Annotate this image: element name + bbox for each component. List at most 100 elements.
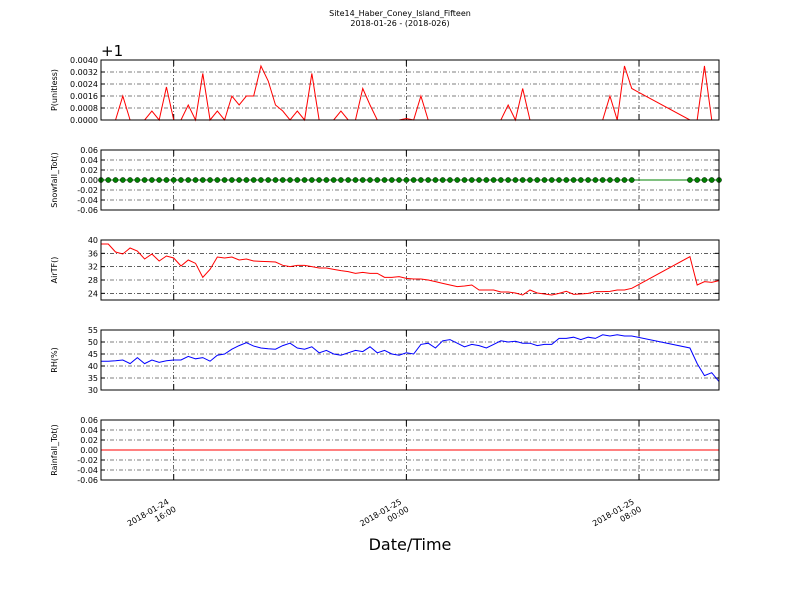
data-point xyxy=(367,177,373,183)
y-tick-label: 50 xyxy=(88,338,98,347)
y-tick-label: 0.00 xyxy=(80,176,98,185)
data-point xyxy=(614,177,621,183)
data-point xyxy=(134,177,141,183)
y-tick-label: 40 xyxy=(88,362,98,371)
y-tick-label: 32 xyxy=(88,263,98,272)
data-point xyxy=(556,177,562,183)
y-tick-label: -0.02 xyxy=(77,456,98,465)
data-point xyxy=(272,177,279,183)
data-point xyxy=(483,177,490,183)
data-point xyxy=(403,177,410,183)
data-point xyxy=(207,177,213,183)
y-tick-label: 0.0032 xyxy=(70,68,98,77)
data-point xyxy=(323,177,330,183)
axes-frame xyxy=(100,329,720,391)
chart-subtitle: 2018-01-26 - (2018-026) xyxy=(350,19,449,28)
data-point xyxy=(389,177,395,183)
y-tick-label: 0.00 xyxy=(80,446,98,455)
data-point xyxy=(570,177,577,183)
y-tick-label: 0.06 xyxy=(80,416,98,425)
data-point xyxy=(279,177,286,183)
data-point xyxy=(141,177,148,183)
y-tick-label: 45 xyxy=(88,350,98,359)
data-point xyxy=(599,177,606,183)
data-point xyxy=(708,177,715,183)
data-point xyxy=(250,177,257,183)
data-point xyxy=(687,177,693,183)
data-point xyxy=(359,177,366,183)
data-point xyxy=(541,177,548,183)
data-point xyxy=(468,177,475,183)
y-tick-label: 24 xyxy=(88,289,98,298)
data-point xyxy=(294,177,301,183)
data-point xyxy=(170,177,177,183)
data-point xyxy=(498,177,504,183)
y-tick-label: 40 xyxy=(88,236,98,245)
data-line xyxy=(101,334,720,382)
y-tick-label: 0.04 xyxy=(80,156,98,165)
data-point xyxy=(185,177,192,183)
y-tick-label: -0.04 xyxy=(77,196,98,205)
y-tick-label: -0.02 xyxy=(77,186,98,195)
y-axis-label: Rainfall_Tot() xyxy=(50,424,59,476)
y-axis-label: Snowfall_Tot() xyxy=(50,152,59,208)
data-point xyxy=(701,177,708,183)
data-point xyxy=(330,177,337,183)
data-point xyxy=(345,177,352,183)
data-point xyxy=(381,177,388,183)
data-point xyxy=(156,177,162,183)
y-tick-label: 0.0040 xyxy=(70,56,98,65)
y-tick-label: 55 xyxy=(88,326,98,335)
chart-title: Site14_Haber_Coney_Island_Fifteen xyxy=(329,9,471,18)
data-point xyxy=(439,177,446,183)
y-tick-label: 28 xyxy=(88,276,98,285)
data-point xyxy=(301,177,308,183)
axes-frame xyxy=(100,239,720,301)
data-point xyxy=(694,177,700,183)
data-point xyxy=(592,177,599,183)
data-point xyxy=(316,177,322,183)
data-point xyxy=(396,177,402,183)
data-point xyxy=(338,177,344,183)
y-tick-label: 0.0000 xyxy=(70,116,98,125)
data-point xyxy=(214,177,221,183)
data-point xyxy=(229,177,235,183)
data-point xyxy=(461,177,468,183)
data-point xyxy=(432,177,439,183)
data-point xyxy=(548,177,555,183)
data-point xyxy=(512,177,519,183)
y-axis-label: AirTF() xyxy=(50,257,59,284)
data-point xyxy=(265,177,272,183)
y-tick-label: -0.06 xyxy=(77,476,98,485)
data-point xyxy=(287,177,293,183)
data-point xyxy=(149,177,155,183)
y-tick-label: 0.02 xyxy=(80,436,98,445)
data-point xyxy=(527,177,533,183)
data-point xyxy=(112,177,119,183)
y-tick-label: 35 xyxy=(88,374,98,383)
y-tick-label: 36 xyxy=(88,249,98,258)
y-tick-label: -0.04 xyxy=(77,466,98,475)
y-tick-label: 30 xyxy=(88,386,98,395)
axes-frame xyxy=(100,419,720,481)
data-point xyxy=(199,177,206,183)
data-point xyxy=(236,177,242,183)
data-point xyxy=(309,177,315,183)
offset-label: +1 xyxy=(101,42,123,60)
data-point xyxy=(578,177,584,183)
data-point xyxy=(425,177,431,183)
data-point xyxy=(410,177,417,183)
data-point xyxy=(447,177,453,183)
y-tick-label: -0.06 xyxy=(77,206,98,215)
data-point xyxy=(563,177,570,183)
data-point xyxy=(534,177,541,183)
data-point xyxy=(505,177,511,183)
data-point xyxy=(418,177,424,183)
data-point xyxy=(105,177,112,183)
data-point xyxy=(221,177,228,183)
data-point xyxy=(258,177,264,183)
data-point xyxy=(607,177,613,183)
axes-frame xyxy=(100,149,720,211)
data-point xyxy=(628,177,635,183)
